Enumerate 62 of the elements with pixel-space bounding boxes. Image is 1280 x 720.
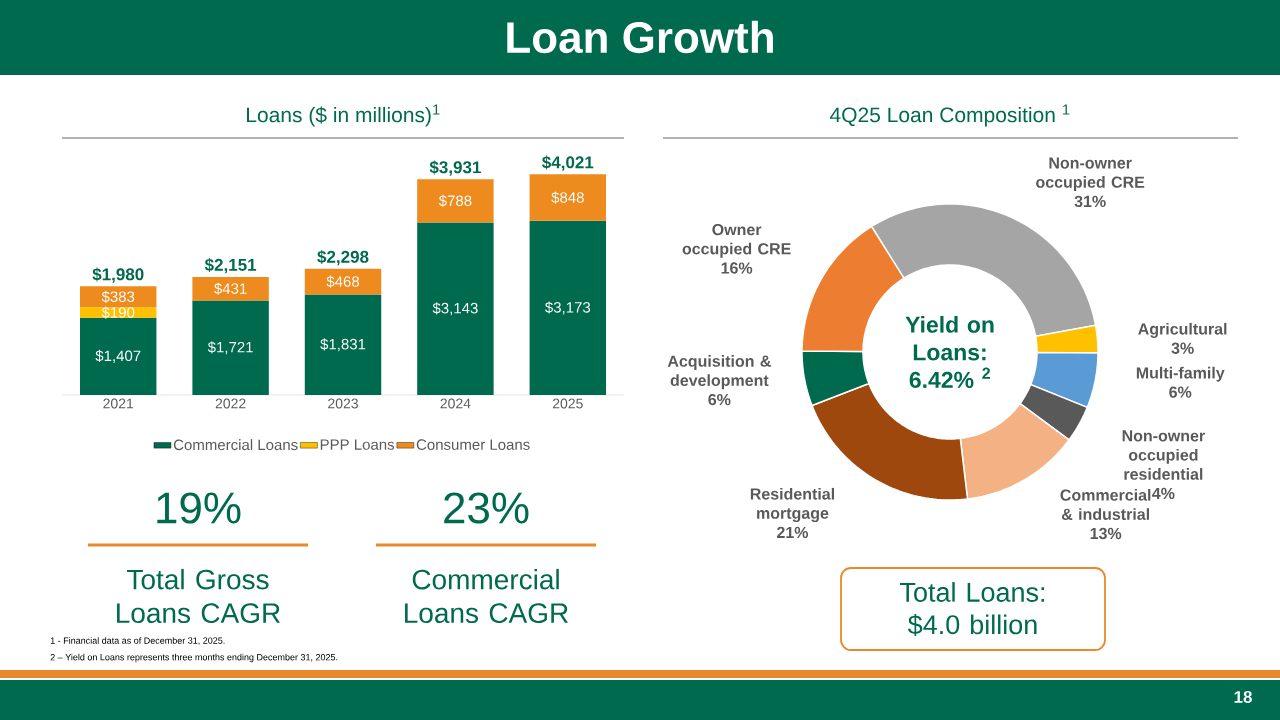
data-label: $788 <box>438 194 472 207</box>
bar <box>79 317 157 395</box>
bar <box>417 179 494 223</box>
data-label: $468 <box>326 275 360 288</box>
bar <box>529 174 607 221</box>
text: 18 <box>1234 690 1252 704</box>
data-label: $383 <box>101 290 135 303</box>
data-label: $3,143 <box>432 302 478 316</box>
bar <box>79 286 157 308</box>
text: 1 - Financial data as of December 31, 2025. <box>50 637 225 645</box>
legend-label: PPP Loans <box>320 439 395 450</box>
text: Total Loans: $4.0 billion <box>900 582 1045 636</box>
data-label: 3% <box>1171 342 1194 354</box>
x-tick-label: 2022 <box>215 398 246 409</box>
data-label: 21% <box>777 526 809 539</box>
total-label: $2,151 <box>204 258 257 274</box>
text: Commercial Loans CAGR <box>405 568 568 624</box>
legend-label: Commercial Loans <box>173 439 298 451</box>
data-label: $848 <box>551 191 584 204</box>
bar <box>192 300 269 395</box>
slice-label: Acquisition & development <box>667 355 771 390</box>
total-label: $3,931 <box>429 160 481 176</box>
data-label: $1,407 <box>95 349 141 363</box>
legend-label: Consumer Loans <box>416 439 530 450</box>
bar <box>529 220 607 395</box>
slice-label: Commercial & industrial <box>1060 489 1151 520</box>
chart-title: 4Q25 Loan Composition $^{1}$ <box>829 104 1070 127</box>
data-label: 6% <box>1169 386 1192 398</box>
slice-label: Non-owner occupied CRE <box>1036 157 1145 192</box>
data-label: 31% <box>1074 195 1106 208</box>
text: 23% <box>444 492 529 524</box>
total-label: $4,021 <box>542 155 594 171</box>
x-tick-label: 2025 <box>552 398 583 409</box>
total-label: $1,980 <box>92 267 144 283</box>
text: Total Gross Loans CAGR <box>117 568 280 624</box>
text: 19% <box>157 492 241 524</box>
data-label: 13% <box>1090 527 1122 540</box>
x-tick-label: 2023 <box>328 398 358 409</box>
x-tick-label: 2024 <box>440 398 471 409</box>
data-label: $3,173 <box>545 301 591 315</box>
slice-label: Owner occupied CRE <box>682 223 791 258</box>
bar <box>192 276 269 301</box>
data-label: 16% <box>721 262 753 274</box>
chart-title: Loans ($ in millions)$^{1}$ <box>247 104 440 127</box>
data-label: $1,831 <box>320 338 366 352</box>
text: Loan Growth <box>507 20 773 54</box>
slice-label: Residential mortgage <box>750 487 834 523</box>
slice-label: Agricultural <box>1138 322 1227 338</box>
data-label: 6% <box>708 393 731 406</box>
text: 2 – Yield on Loans represents three months ending December 31, 2025. <box>50 653 338 663</box>
data-label: $431 <box>214 282 247 295</box>
data-label: $1,721 <box>207 341 253 355</box>
data-label: $190 <box>101 306 135 319</box>
slice-label: Non-owner occupied residential <box>1122 430 1205 480</box>
slice-label: Multi-family <box>1136 366 1225 382</box>
text: Yield on Loans: 6.42% $^{2}$ <box>905 315 994 389</box>
total-label: $2,298 <box>317 250 369 266</box>
data-label: 4% <box>1152 487 1175 500</box>
bar <box>304 294 382 395</box>
x-tick-label: 2021 <box>103 398 134 409</box>
bar <box>304 268 382 295</box>
bar <box>417 222 494 395</box>
